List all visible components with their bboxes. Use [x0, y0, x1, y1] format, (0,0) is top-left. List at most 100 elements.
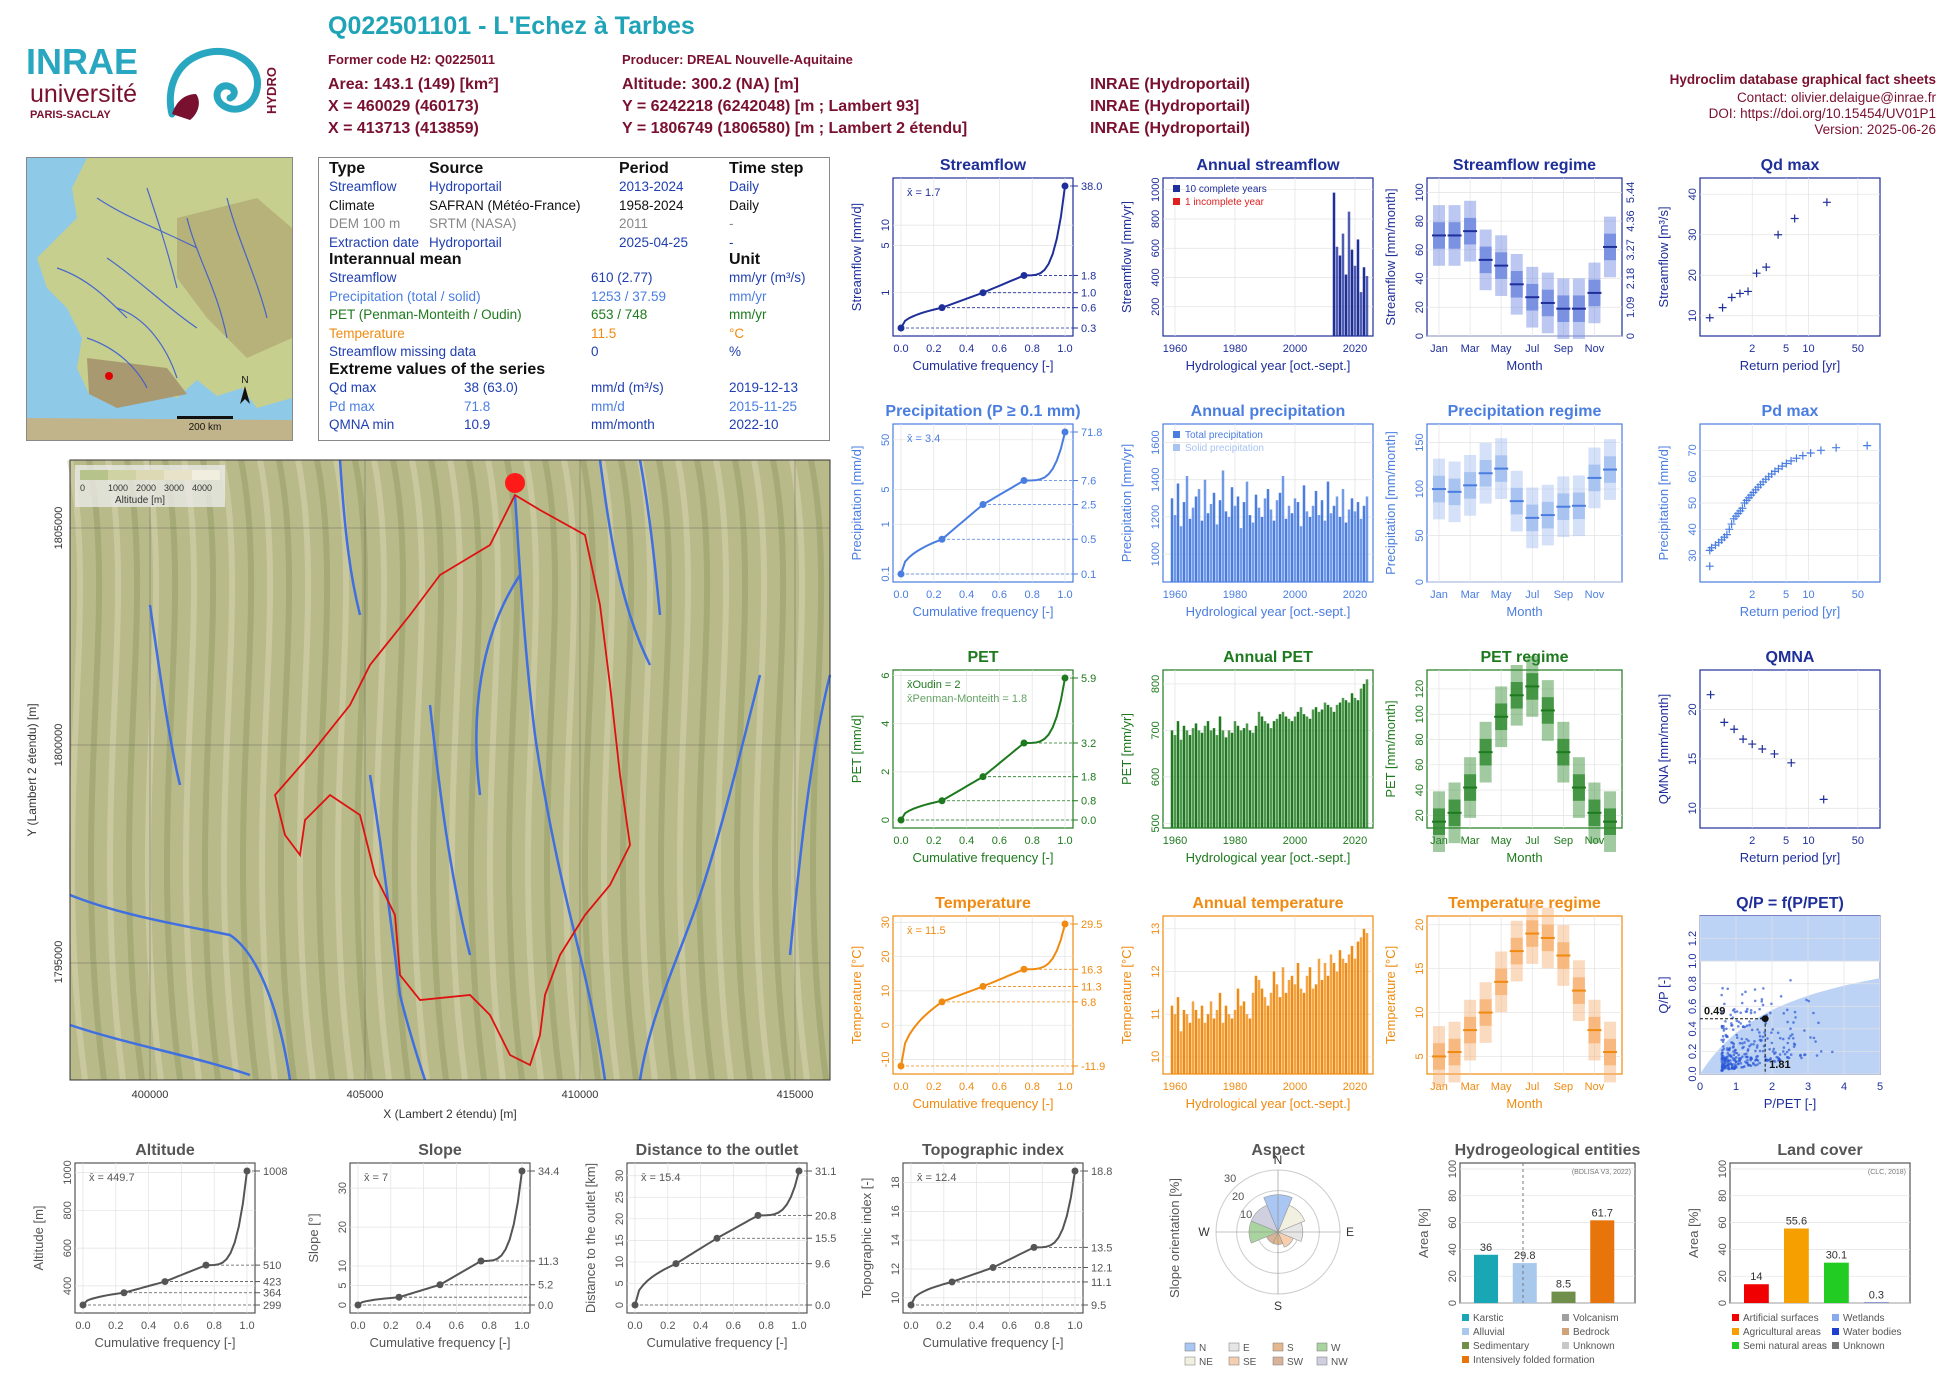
altitude-info: Altitude: 300.2 (NA) [m] [622, 76, 799, 93]
legend-label: 1 incomplete year [1185, 197, 1265, 208]
right-tick-label: 0.0 [1081, 815, 1096, 827]
qp-scatter-dot [1739, 1022, 1742, 1025]
annual-bar [1260, 988, 1264, 1074]
map-y-label: Y (Lambert 2 étendu) [m] [25, 703, 39, 836]
x-tick: 0.2 [926, 835, 941, 847]
producer: Producer: DREAL Nouvelle-Aquitaine [622, 52, 853, 67]
x-tick: 1960 [1163, 1081, 1187, 1093]
terrain-ridge [808, 459, 829, 1081]
y-tick: 15 [614, 1234, 626, 1246]
annual-bar [1224, 511, 1228, 582]
x-tick: 0.8 [759, 1320, 774, 1332]
annual-bar [1194, 1009, 1198, 1074]
annual-bar [1338, 255, 1342, 336]
right-tick-label: 13.5 [1091, 1242, 1112, 1254]
right-tick-label: 0.8 [1081, 796, 1096, 808]
row-type: DEM 100 m [329, 216, 401, 231]
qp-scatter-dot [1770, 1031, 1773, 1034]
terrain-ridge [352, 459, 373, 1081]
right-tick-label: 16.3 [1081, 964, 1102, 976]
y-tick: 80 [1447, 1190, 1459, 1202]
y-tick: 1.0 [1687, 953, 1699, 968]
qp-scatter-dot [1752, 1062, 1755, 1066]
mean-unit: % [729, 344, 742, 359]
y-tick: 0 [614, 1302, 626, 1308]
y-tick: 10 [1687, 310, 1699, 322]
y-tick: 12 [890, 1263, 902, 1275]
annual-bar [1347, 954, 1351, 1074]
annual-bar [1269, 509, 1273, 582]
mean-label: PET (Penman-Monteith / Oudin) [329, 307, 522, 322]
qp-scatter-dot [1724, 1019, 1727, 1023]
right-tick-label: 20.8 [815, 1210, 836, 1222]
compass-label: E [1346, 1225, 1354, 1239]
annual-bar [1332, 505, 1336, 582]
annual-bar [1200, 520, 1204, 582]
annual-bar [1206, 721, 1210, 828]
quantile-point [354, 1301, 362, 1309]
x-tick: 2020 [1343, 1081, 1367, 1093]
qp-scatter-dot [1753, 988, 1757, 991]
y-tick: 4 [880, 721, 892, 727]
qp-scatter-dot [1728, 1046, 1732, 1050]
x-tick: 10 [1802, 589, 1814, 601]
right-tick-label: 6.8 [1081, 997, 1096, 1009]
annual-bar [1356, 239, 1360, 336]
annual-bar [1182, 725, 1186, 828]
annual-bar [1218, 500, 1222, 582]
x-lambert2: X = 413713 (413859) [328, 120, 479, 137]
contact: Contact: olivier.delaigue@inrae.fr [1736, 90, 1936, 105]
mean-value: 0 [591, 344, 599, 359]
x-tick: May [1491, 343, 1512, 355]
qp-scatter-dot [1782, 1012, 1786, 1015]
annual-bar [1344, 274, 1348, 336]
qp-scatter-dot [1722, 1064, 1726, 1068]
y-axis-label: Precipitation [mm/yr] [1119, 444, 1134, 562]
terrain-ridge [732, 459, 753, 1081]
y-tick: 10 [880, 219, 892, 231]
y-tick: 2 [880, 769, 892, 775]
return-point [1720, 718, 1729, 727]
y-tick: 20 [1687, 703, 1699, 715]
y-tick: 800 [1150, 675, 1162, 693]
y-tick: 1000 [62, 1160, 74, 1184]
y-tick: 60 [1414, 244, 1426, 256]
return-point [1705, 313, 1714, 322]
terrain-ridge [105, 459, 126, 1081]
legend-label: Karstic [1473, 1313, 1504, 1324]
x-axis-label: Month [1506, 604, 1542, 619]
annual-bar [1209, 503, 1213, 582]
x-tick: 5 [1783, 589, 1789, 601]
qp-scatter-dot [1753, 1011, 1757, 1014]
rose-sector [1277, 1204, 1306, 1233]
qp-scatter-dot [1721, 1069, 1724, 1072]
plot-area [1699, 177, 1881, 337]
quantile-point [1020, 739, 1028, 747]
annual-bar [1251, 522, 1255, 582]
annual-bar [1332, 962, 1336, 1074]
y-tick: 100 [1414, 705, 1426, 723]
y-tick: 50 [1687, 497, 1699, 509]
y-tick: 5 [614, 1280, 626, 1286]
qp-scatter-dot [1749, 1011, 1753, 1015]
plot-area [892, 915, 1074, 1075]
y-tick: 600 [1150, 768, 1162, 786]
x-tick: 1960 [1163, 589, 1187, 601]
qp-scatter-dot [1789, 1027, 1792, 1030]
quantile-point [79, 1301, 87, 1309]
qp-scatter-dot [1724, 1035, 1728, 1038]
x-tick: 0.4 [959, 1081, 974, 1093]
annual-bar [1350, 249, 1354, 336]
qp-scatter-dot [1812, 1036, 1816, 1040]
minimap-scale: 200 km [189, 422, 222, 433]
chart-title: Topographic index [922, 1142, 1064, 1159]
qp-scatter-dot [1754, 1049, 1757, 1053]
qp-scatter-dot [1783, 1052, 1787, 1056]
y-axis-label: Slope [°] [306, 1213, 321, 1262]
x-tick: May [1491, 835, 1512, 847]
chart-title: Aspect [1251, 1142, 1305, 1159]
y-tick: 11 [1150, 1009, 1162, 1020]
row-period: 1958-2024 [619, 197, 684, 213]
qp-scatter-dot [1739, 1011, 1743, 1015]
